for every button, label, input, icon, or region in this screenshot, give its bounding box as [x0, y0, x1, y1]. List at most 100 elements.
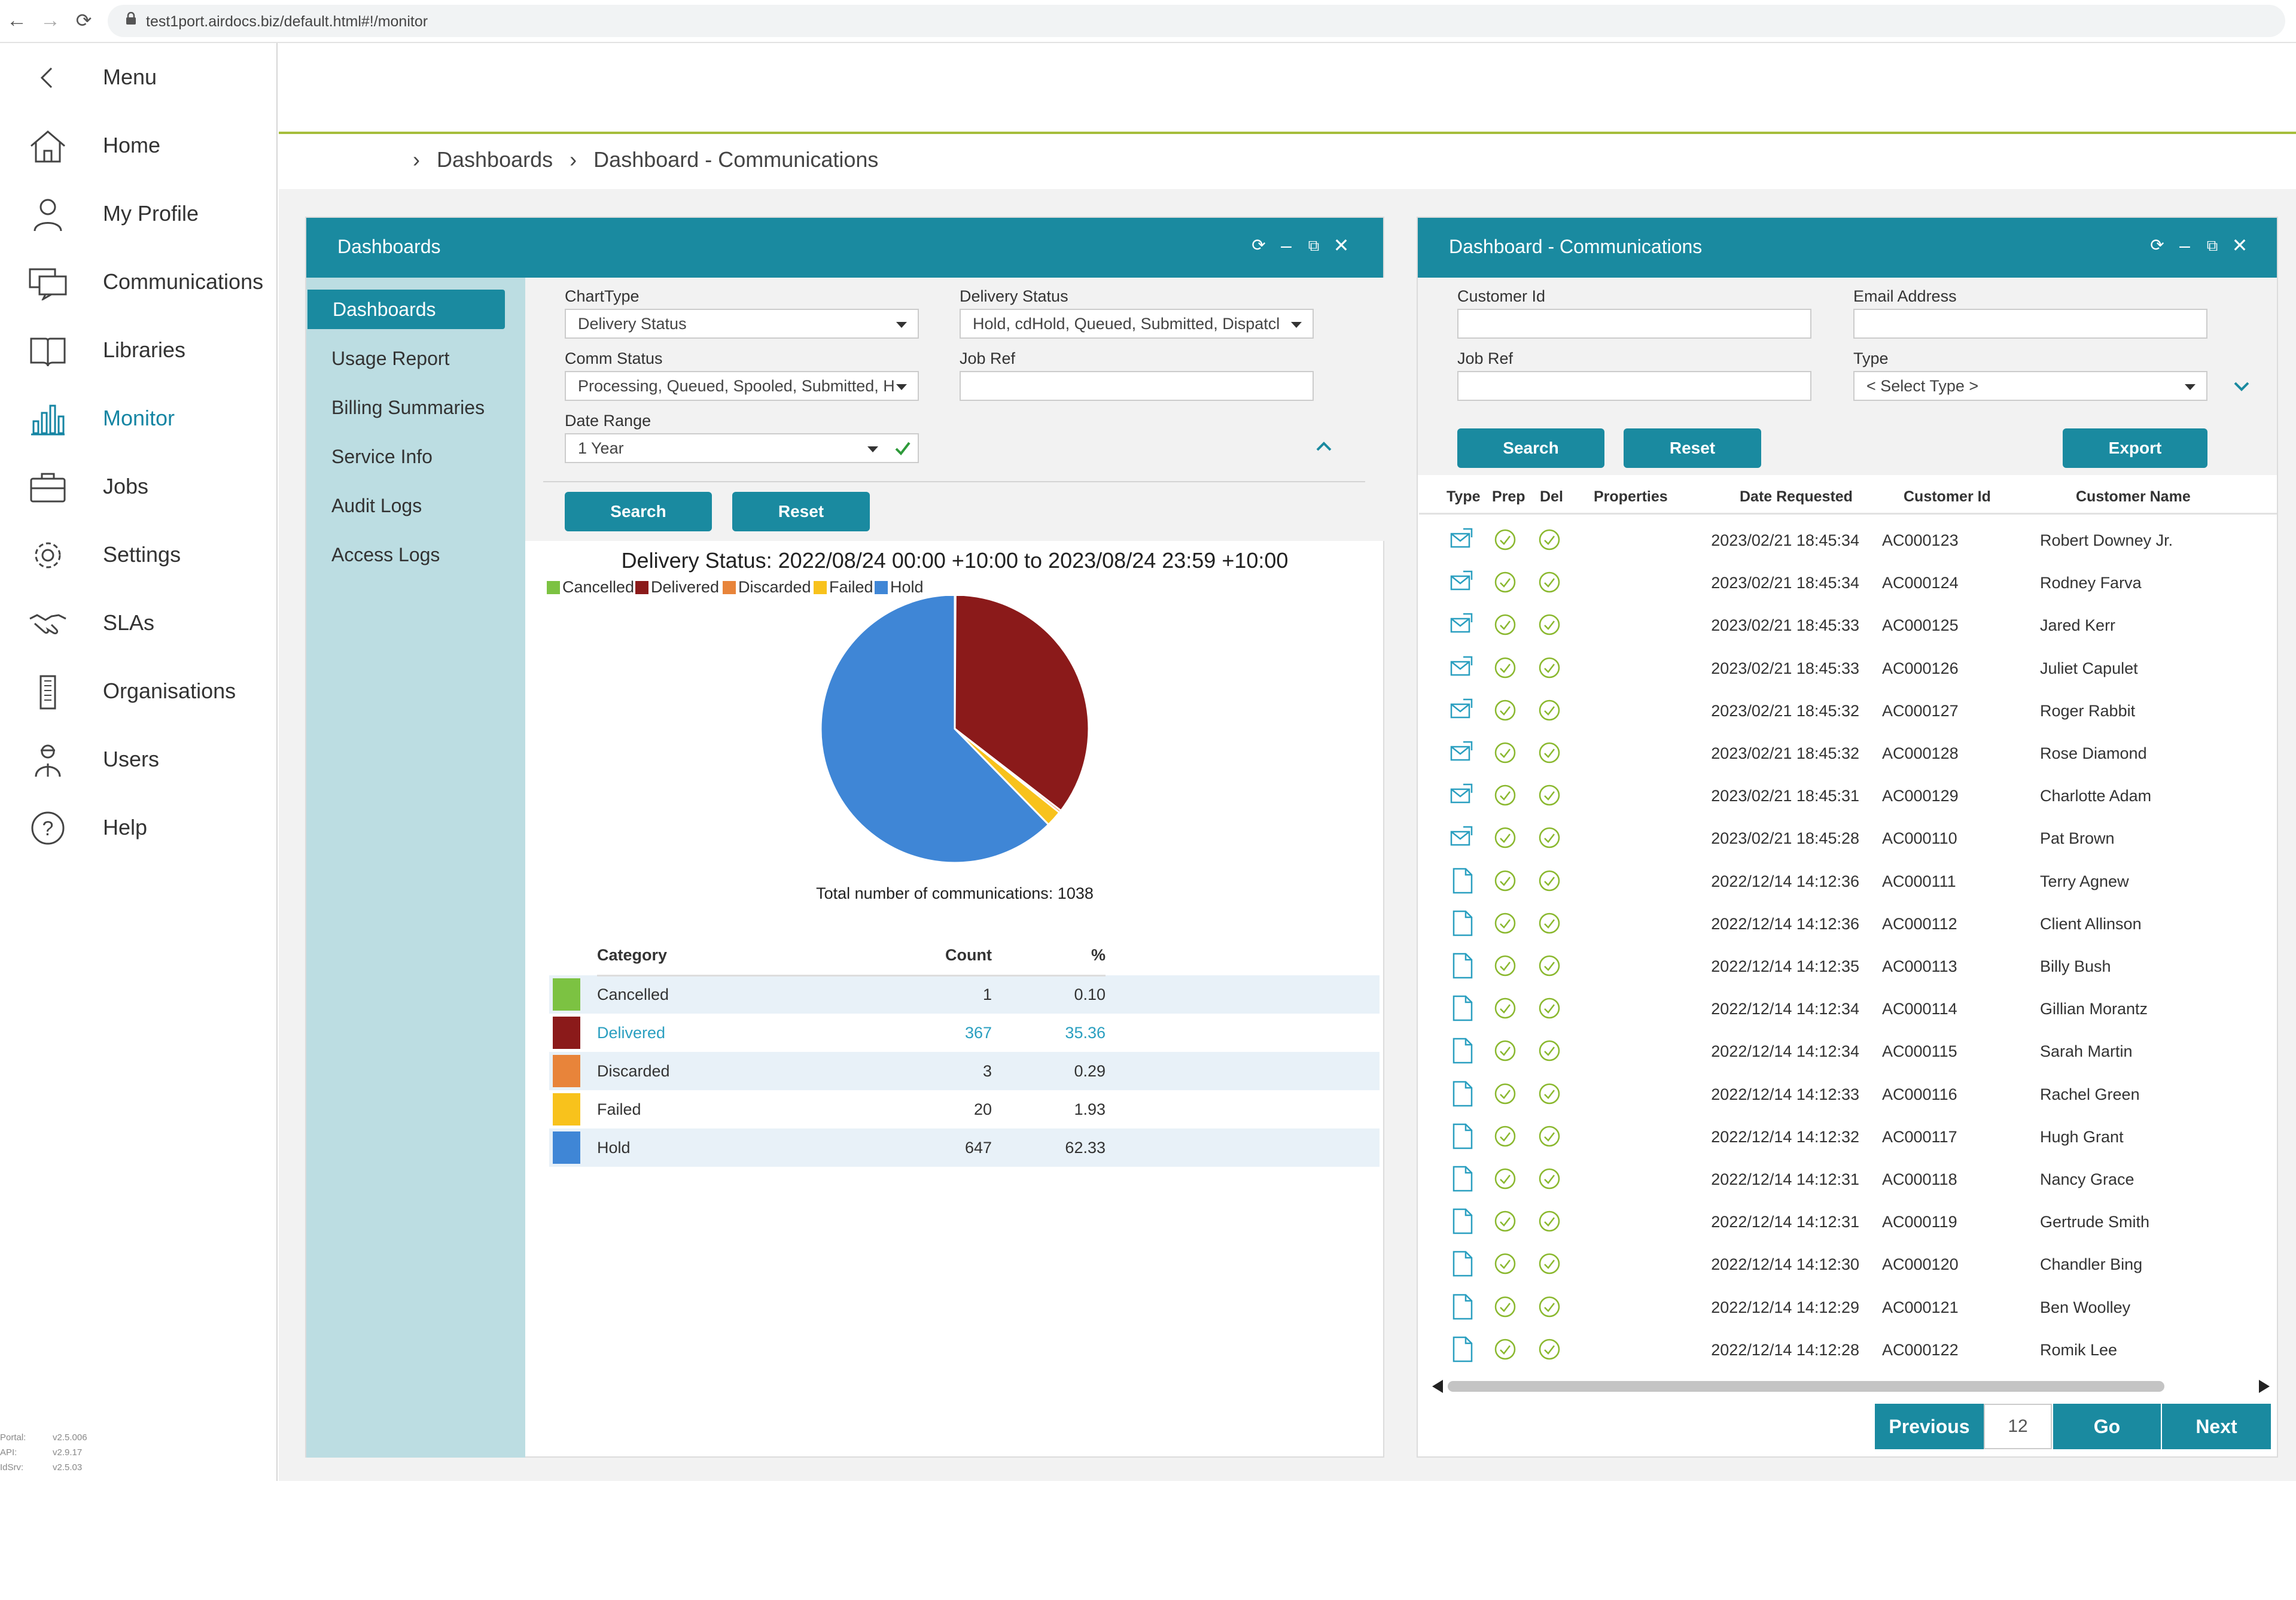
sidebar-item-monitor[interactable]: Monitor — [0, 390, 276, 444]
reset-button[interactable]: Reset — [732, 492, 870, 531]
category-name: Discarded — [597, 1061, 670, 1080]
customer-id-cell: AC000128 — [1882, 744, 1959, 762]
breadcrumb-item-dashboards[interactable]: Dashboards — [437, 147, 553, 172]
category-row[interactable]: Delivered 367 35.36 — [549, 1014, 1380, 1052]
table-row[interactable]: 2023/02/21 18:45:34 AC000123 Robert Downey… — [1419, 518, 2277, 561]
close-icon[interactable]: ✕ — [1333, 235, 1350, 256]
subnav-item-dashboards[interactable]: Dashboards — [307, 290, 505, 329]
category-row[interactable]: Cancelled 1 0.10 — [549, 975, 1380, 1014]
table-row[interactable]: 2023/02/21 18:45:31 AC000129 Charlotte Ada… — [1419, 774, 2277, 816]
subnav-item-audit-logs[interactable]: Audit Logs — [331, 495, 422, 516]
job-ref-input[interactable] — [1457, 371, 1811, 401]
table-row[interactable]: 2022/12/14 14:12:31 AC000118 Nancy Grace — [1419, 1157, 2277, 1200]
search-button[interactable]: Search — [565, 492, 712, 531]
category-row[interactable]: Discarded 3 0.29 — [549, 1052, 1380, 1090]
column-header-del[interactable]: Del — [1540, 488, 1563, 505]
sidebar-item-libraries[interactable]: Libraries — [0, 322, 276, 376]
subnav-item-billing-summaries[interactable]: Billing Summaries — [331, 397, 485, 418]
check-circle-icon — [1539, 997, 1560, 1019]
back-arrow-icon[interactable]: ← — [7, 9, 27, 32]
reset-button[interactable]: Reset — [1624, 428, 1761, 468]
email-address-input[interactable] — [1853, 309, 2207, 339]
table-row[interactable]: 2023/02/21 18:45:33 AC000125 Jared Kerr — [1419, 603, 2277, 646]
sidebar-menu-toggle[interactable]: Menu — [0, 49, 276, 103]
address-bar[interactable]: test1port.airdocs.biz/default.html#!/mon… — [108, 5, 2285, 37]
type-select[interactable]: < Select Type > — [1853, 371, 2207, 401]
table-row[interactable]: 2022/12/14 14:12:31 AC000119 Gertrude Smit… — [1419, 1200, 2277, 1242]
table-row[interactable]: 2023/02/21 18:45:32 AC000127 Roger Rabbit — [1419, 689, 2277, 731]
table-row[interactable]: 2023/02/21 18:45:32 AC000128 Rose Diamond — [1419, 731, 2277, 774]
table-row[interactable]: 2022/12/14 14:12:36 AC000112 Client Allins… — [1419, 902, 2277, 944]
column-header-type[interactable]: Type — [1447, 488, 1481, 505]
filler-cell — [1106, 1052, 1380, 1090]
pie-slice-delivered[interactable] — [954, 596, 1090, 812]
minimize-icon[interactable]: – — [2179, 235, 2190, 256]
sidebar-item-communications[interactable]: Communications — [0, 254, 276, 308]
table-row[interactable]: 2022/12/14 14:12:29 AC000121 Ben Woolley — [1419, 1285, 2277, 1328]
expand-chevron-down-icon[interactable] — [2233, 381, 2251, 393]
page-number-input[interactable]: 12 — [1984, 1404, 2052, 1449]
column-header-properties[interactable]: Properties — [1594, 488, 1668, 505]
chart-type-select[interactable]: Delivery Status — [565, 309, 919, 339]
comm-status-select[interactable]: Processing, Queued, Spooled, Submitted, … — [565, 371, 919, 401]
column-header-customer-name[interactable]: Customer Name — [2076, 488, 2191, 505]
previous-page-button[interactable]: Previous — [1875, 1404, 1984, 1449]
breadcrumb-item-dashboard-communications[interactable]: Dashboard - Communications — [593, 147, 879, 172]
table-row[interactable]: 2022/12/14 14:12:34 AC000115 Sarah Martin — [1419, 1029, 2277, 1072]
check-circle-icon — [1539, 912, 1560, 934]
delivery-status-select[interactable]: Hold, cdHold, Queued, Submitted, Dispatc… — [960, 309, 1314, 339]
search-button[interactable]: Search — [1457, 428, 1604, 468]
sidebar-item-organisations[interactable]: Organisations — [0, 663, 276, 717]
table-row[interactable]: 2022/12/14 14:12:36 AC000111 Terry Agnew — [1419, 859, 2277, 902]
column-header-prep[interactable]: Prep — [1492, 488, 1525, 505]
next-page-button[interactable]: Next — [2162, 1404, 2271, 1449]
sidebar-item-home[interactable]: Home — [0, 117, 276, 171]
sidebar-item-settings[interactable]: Settings — [0, 527, 276, 580]
subnav-item-access-logs[interactable]: Access Logs — [331, 544, 440, 565]
legend-entry[interactable]: Cancelled — [547, 578, 634, 597]
customer-id-input[interactable] — [1457, 309, 1811, 339]
table-row[interactable]: 2022/12/14 14:12:30 AC000120 Chandler Bing — [1419, 1242, 2277, 1285]
refresh-icon[interactable]: ⟳ — [1251, 236, 1266, 254]
legend-entry[interactable]: Delivered — [635, 578, 719, 597]
table-row[interactable]: 2022/12/14 14:12:35 AC000113 Billy Bush — [1419, 944, 2277, 987]
maximize-icon[interactable]: ⧉ — [2206, 236, 2218, 254]
subnav-item-usage-report[interactable]: Usage Report — [331, 348, 450, 369]
go-button[interactable]: Go — [2053, 1404, 2161, 1449]
job-ref-input[interactable] — [960, 371, 1314, 401]
scroll-left-arrow-icon[interactable] — [1432, 1380, 1443, 1393]
minimize-icon[interactable]: – — [1281, 235, 1292, 256]
category-row[interactable]: Failed 20 1.93 — [549, 1090, 1380, 1128]
legend-entry[interactable]: Hold — [875, 578, 924, 597]
chevron-up-icon[interactable] — [1315, 440, 1333, 452]
table-row[interactable]: 2022/12/14 14:12:34 AC000114 Gillian Moran… — [1419, 987, 2277, 1029]
subnav-item-service-info[interactable]: Service Info — [331, 446, 433, 467]
table-row[interactable]: 2022/12/14 14:12:32 AC000117 Hugh Grant — [1419, 1115, 2277, 1157]
sidebar-item-my-profile[interactable]: My Profile — [0, 185, 276, 239]
column-header-date-requested[interactable]: Date Requested — [1740, 488, 1853, 505]
refresh-icon[interactable]: ⟳ — [2150, 236, 2164, 254]
forward-arrow-icon[interactable]: → — [40, 9, 60, 32]
pie-slice-hold[interactable] — [820, 596, 1050, 864]
horizontal-scrollbar[interactable] — [1432, 1379, 2270, 1394]
reload-icon[interactable]: ⟳ — [75, 10, 92, 31]
legend-entry[interactable]: Discarded — [723, 578, 811, 597]
close-icon[interactable]: ✕ — [2231, 235, 2248, 256]
sidebar-item-jobs[interactable]: Jobs — [0, 458, 276, 512]
category-row[interactable]: Hold 647 62.33 — [549, 1128, 1380, 1167]
maximize-icon[interactable]: ⧉ — [1308, 236, 1320, 254]
table-row[interactable]: 2022/12/14 14:12:33 AC000116 Rachel Green — [1419, 1072, 2277, 1115]
scrollbar-thumb[interactable] — [1448, 1381, 2164, 1392]
column-header-customer-id[interactable]: Customer Id — [1904, 488, 1991, 505]
table-row[interactable]: 2023/02/21 18:45:33 AC000126 Juliet Capule… — [1419, 646, 2277, 689]
legend-entry[interactable]: Failed — [814, 578, 873, 597]
sidebar-item-slas[interactable]: SLAs — [0, 595, 276, 649]
sidebar-item-help[interactable]: ? Help — [0, 799, 276, 853]
export-button[interactable]: Export — [2063, 428, 2207, 468]
sidebar-item-users[interactable]: Users — [0, 731, 276, 785]
table-row[interactable]: 2023/02/21 18:45:34 AC000124 Rodney Farva — [1419, 561, 2277, 603]
scroll-right-arrow-icon[interactable] — [2259, 1380, 2270, 1393]
table-row[interactable]: 2023/02/21 18:45:28 AC000110 Pat Brown — [1419, 816, 2277, 859]
date-range-select[interactable]: 1 Year — [565, 433, 919, 463]
table-row[interactable]: 2022/12/14 14:12:28 AC000122 Romik Lee — [1419, 1328, 2277, 1370]
